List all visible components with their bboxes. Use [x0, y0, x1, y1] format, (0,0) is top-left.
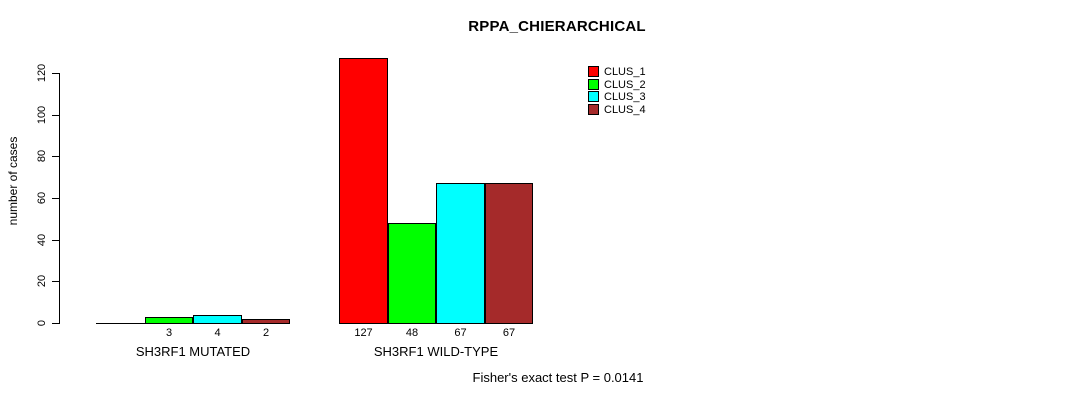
bar-clus-1-sh3rf1-mutated: [96, 323, 145, 324]
legend-swatch-clus-3: [588, 91, 599, 102]
y-axis-tick: [52, 198, 59, 199]
bar-value-label: 67: [502, 327, 516, 339]
y-axis-tick: [52, 156, 59, 157]
y-tick-label: 20: [36, 274, 48, 288]
bar-value-label: 4: [214, 327, 221, 339]
y-tick-label: 0: [36, 319, 48, 327]
y-axis-line: [59, 73, 60, 324]
bar-clus-3-sh3rf1-wild-type: [436, 183, 485, 324]
y-tick-label: 80: [36, 149, 48, 163]
y-tick-label: 40: [36, 233, 48, 247]
bar-clus-2-sh3rf1-mutated: [145, 317, 193, 324]
legend-swatch-clus-1: [588, 66, 599, 77]
y-axis-tick: [52, 240, 59, 241]
bar-clus-3-sh3rf1-mutated: [193, 315, 242, 324]
y-tick-label: 60: [36, 191, 48, 205]
y-axis-tick: [52, 115, 59, 116]
y-tick-label: 100: [36, 105, 48, 125]
bar-value-label: 2: [262, 327, 270, 339]
y-tick-label: 120: [36, 63, 48, 83]
legend-swatch-clus-4: [588, 104, 599, 115]
legend-label-clus-4: CLUS_4: [604, 104, 646, 116]
bar-value-label: 48: [405, 327, 419, 339]
y-axis-tick: [52, 323, 59, 324]
chart-title: RPPA_CHIERARCHICAL: [468, 18, 646, 35]
bar-value-label: 3: [165, 327, 173, 339]
legend-swatch-clus-2: [588, 79, 599, 90]
y-axis-tick: [52, 73, 59, 74]
y-axis-label: number of cases: [6, 136, 20, 226]
legend-label-clus-3: CLUS_3: [604, 91, 646, 103]
bar-value-label: 127: [354, 327, 373, 339]
bar-clus-4-sh3rf1-wild-type: [485, 183, 533, 324]
bar-value-label: 67: [454, 327, 467, 339]
x-category-label-sh3rf1-wild-type: SH3RF1 WILD-TYPE: [373, 344, 499, 359]
bar-clus-2-sh3rf1-wild-type: [388, 223, 436, 324]
legend-label-clus-2: CLUS_2: [604, 79, 646, 91]
bar-clus-1-sh3rf1-wild-type: [339, 58, 388, 324]
legend-label-clus-1: CLUS_1: [604, 66, 646, 78]
y-axis-tick: [52, 281, 59, 282]
fisher-test-annotation: Fisher's exact test P = 0.0141: [472, 370, 644, 385]
x-category-label-sh3rf1-mutated: SH3RF1 MUTATED: [135, 344, 251, 359]
bar-clus-4-sh3rf1-mutated: [242, 319, 290, 324]
